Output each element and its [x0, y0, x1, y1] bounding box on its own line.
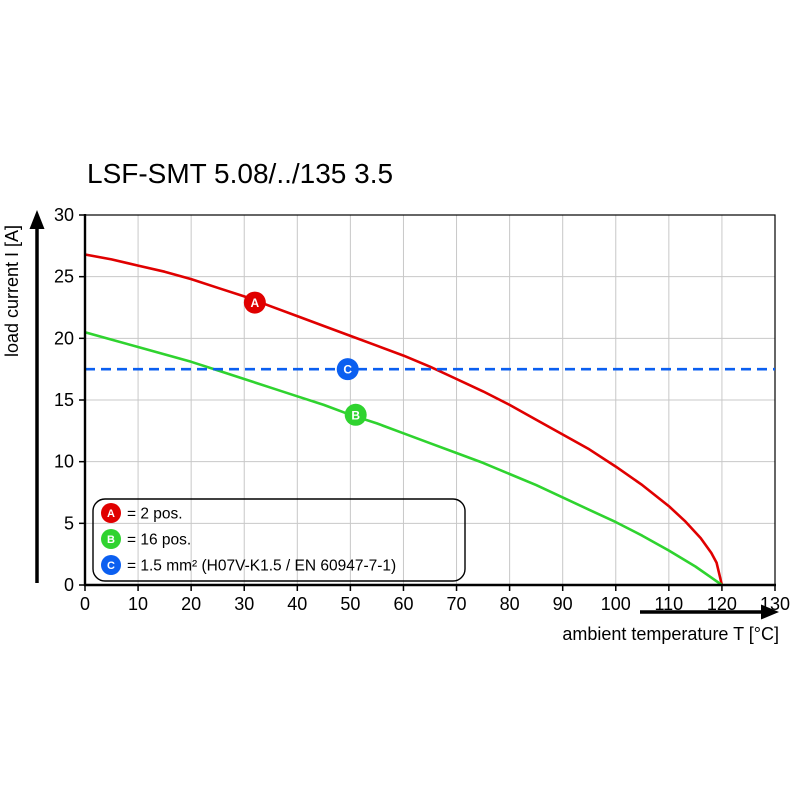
legend-label-A: = 2 pos. — [127, 506, 183, 523]
y-tick-label: 20 — [54, 328, 74, 348]
x-tick-label: 20 — [181, 594, 201, 614]
x-tick-label: 10 — [128, 594, 148, 614]
y-tick-label: 15 — [54, 390, 74, 410]
x-tick-label: 50 — [340, 594, 360, 614]
marker-B-badge — [344, 403, 367, 426]
x-axis-label: ambient temperature T [°C] — [562, 624, 779, 644]
y-tick-label: 10 — [54, 452, 74, 472]
legend-label-B: = 16 pos. — [127, 532, 191, 549]
legend-badge-letter-A: A — [107, 508, 115, 520]
x-tick-label: 100 — [601, 594, 631, 614]
legend-badge-letter-B: B — [107, 534, 115, 546]
x-tick-label: 80 — [500, 594, 520, 614]
legend-box — [92, 498, 466, 582]
x-tick-label: 90 — [553, 594, 573, 614]
y-tick-label: 30 — [54, 205, 74, 225]
marker-C-badge — [336, 358, 359, 381]
marker-A-letter: A — [251, 296, 260, 310]
y-axis-label: load current I [A] — [2, 225, 22, 357]
legend-badge-C — [101, 555, 121, 575]
marker-B-letter: B — [351, 408, 360, 422]
y-tick-label: 0 — [64, 575, 74, 595]
x-axis-arrow-head — [761, 604, 779, 620]
curve-B — [84, 330, 723, 587]
y-tick-label: 25 — [54, 267, 74, 287]
x-tick-label: 40 — [287, 594, 307, 614]
x-tick-label: 110 — [654, 594, 683, 614]
legend-badge-B — [101, 529, 121, 549]
x-tick-label: 0 — [80, 594, 90, 614]
x-tick-label: 70 — [447, 594, 467, 614]
marker-C-letter: C — [343, 363, 352, 377]
marker-A-badge — [243, 291, 266, 314]
y-tick-label: 5 — [64, 513, 74, 533]
x-tick-label: 120 — [707, 594, 737, 614]
legend-label-C: = 1.5 mm² (H07V-K1.5 / EN 60947-7-1) — [127, 558, 396, 575]
y-axis-arrow-head — [29, 210, 45, 229]
legend-badge-letter-C: C — [107, 560, 115, 572]
curve-A — [84, 253, 724, 586]
chart-title: LSF-SMT 5.08/../135 3.5 — [87, 158, 394, 189]
x-tick-label: 30 — [234, 594, 254, 614]
x-tick-label: 60 — [393, 594, 413, 614]
legend-badge-A — [101, 503, 121, 523]
